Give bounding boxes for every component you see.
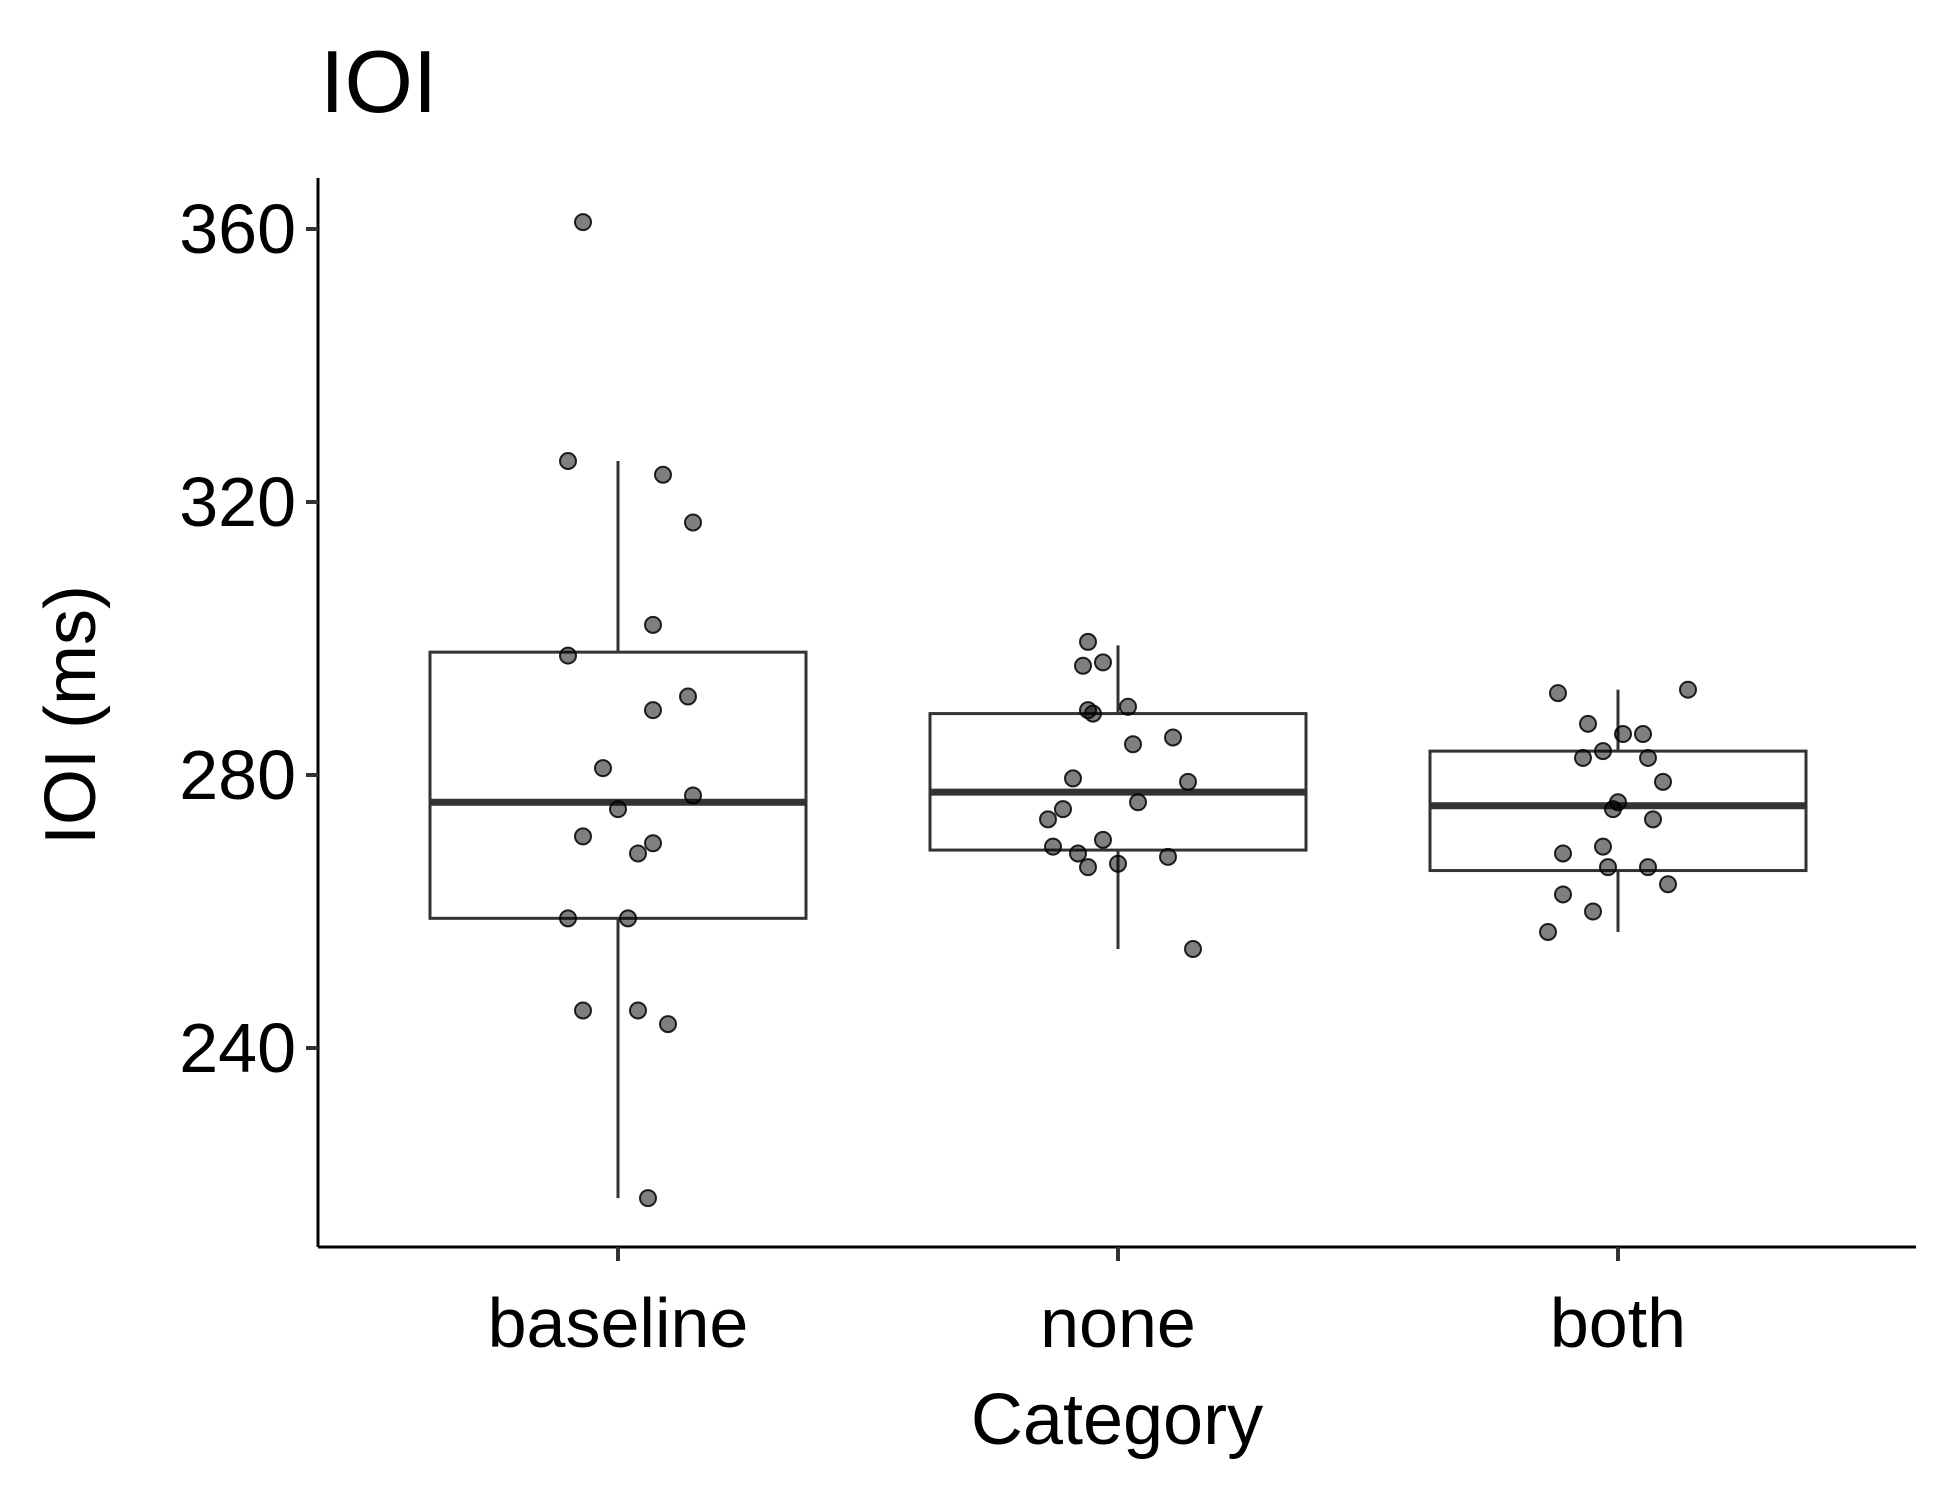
- data-point: [1064, 769, 1082, 788]
- data-point: [1159, 847, 1177, 866]
- data-point: [1129, 793, 1147, 812]
- y-tick-label: 280: [179, 736, 296, 814]
- y-axis-title: IOI (ms): [31, 585, 111, 845]
- points-both: [1539, 680, 1697, 941]
- data-point: [1639, 748, 1657, 767]
- data-point: [1574, 748, 1592, 767]
- y-tick-label: 240: [179, 1009, 296, 1087]
- data-point: [1119, 697, 1137, 716]
- x-tick-label: none: [1040, 1284, 1196, 1362]
- data-point: [1639, 858, 1657, 877]
- data-point: [1094, 653, 1112, 672]
- data-point: [629, 844, 647, 863]
- x-axis-title: Category: [971, 1380, 1263, 1460]
- box-group-baseline: [428, 461, 808, 1199]
- data-point: [1604, 800, 1622, 819]
- data-point: [1069, 844, 1087, 863]
- data-point: [1179, 772, 1197, 791]
- data-point: [609, 800, 627, 819]
- data-point: [1074, 656, 1092, 675]
- y-tick-label: 320: [179, 463, 296, 541]
- data-point: [1599, 858, 1617, 877]
- data-point: [679, 687, 697, 706]
- box-iqr: [928, 712, 1308, 852]
- data-point: [1554, 885, 1572, 904]
- data-point: [1584, 902, 1602, 921]
- data-point: [1084, 704, 1102, 723]
- y-tick-label: 360: [179, 190, 296, 268]
- data-point: [1634, 725, 1652, 744]
- data-point: [629, 1001, 647, 1020]
- data-point: [1659, 875, 1677, 894]
- y-axis-ticks: 240 280 320 360: [179, 190, 318, 1087]
- data-point: [1539, 922, 1557, 941]
- data-point: [684, 513, 702, 532]
- x-tick-label: both: [1550, 1284, 1686, 1362]
- data-point: [684, 786, 702, 805]
- chart-title: IOI: [320, 32, 437, 131]
- data-point: [1579, 714, 1597, 733]
- data-point: [644, 701, 662, 720]
- data-point: [559, 909, 577, 928]
- data-point: [1614, 725, 1632, 744]
- data-point: [1044, 837, 1062, 856]
- data-point: [574, 827, 592, 846]
- data-point: [1094, 830, 1112, 849]
- data-point: [654, 465, 672, 484]
- data-point: [619, 909, 637, 928]
- points-none: [1039, 632, 1202, 959]
- x-axis-ticks: baseline none both: [488, 1247, 1686, 1362]
- data-point: [1184, 940, 1202, 959]
- data-point: [1594, 837, 1612, 856]
- data-point: [639, 1189, 657, 1208]
- data-point: [1079, 632, 1097, 651]
- data-point: [559, 452, 577, 471]
- data-point: [574, 1001, 592, 1020]
- x-tick-label: baseline: [488, 1284, 749, 1362]
- data-point: [1644, 810, 1662, 829]
- data-point: [1109, 854, 1127, 873]
- data-point: [1594, 742, 1612, 761]
- data-point: [559, 646, 577, 665]
- data-point: [1679, 680, 1697, 699]
- data-point: [1079, 858, 1097, 877]
- data-point: [1124, 735, 1142, 754]
- data-point: [1054, 800, 1072, 819]
- box-group-none: [928, 645, 1308, 950]
- data-point: [1549, 684, 1567, 703]
- data-point: [1039, 810, 1057, 829]
- plot-marks: [428, 213, 1808, 1208]
- data-point: [644, 834, 662, 853]
- data-point: [574, 213, 592, 232]
- data-point: [1554, 844, 1572, 863]
- data-point: [1654, 772, 1672, 791]
- data-point: [659, 1015, 677, 1034]
- box-iqr: [428, 650, 808, 920]
- data-point: [1164, 728, 1182, 747]
- points-baseline: [559, 213, 702, 1208]
- data-point: [594, 759, 612, 778]
- data-point: [644, 615, 662, 634]
